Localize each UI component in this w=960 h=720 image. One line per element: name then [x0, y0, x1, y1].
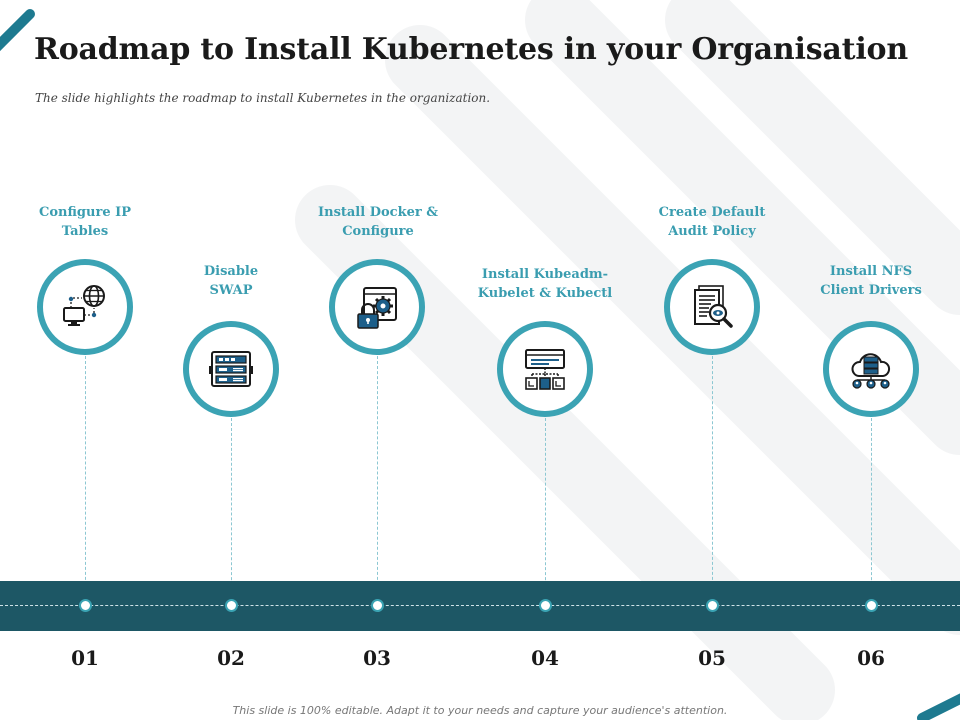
step-circle-1: [37, 259, 133, 355]
timeline-dot-2: [225, 599, 238, 612]
document-magnifier-icon: [694, 285, 733, 328]
connector-line-6: [871, 418, 872, 600]
step-label-5: Create Default Audit Policy: [642, 203, 782, 241]
step-label-line: Disable: [203, 264, 259, 279]
step-label-line: Install Docker &: [318, 205, 438, 220]
server-rack-icon: [209, 351, 253, 387]
step-label-4: Install Kubeadm- Kubelet & Kubectl: [470, 265, 620, 303]
corner-accent-bottom-right: [917, 693, 960, 720]
step-label-3: Install Docker & Configure: [303, 203, 453, 241]
cloud-server-users-icon: [851, 353, 891, 389]
step-label-line: Audit Policy: [668, 224, 756, 239]
step-label-line: SWAP: [209, 283, 253, 298]
step-circle-6: [823, 321, 919, 417]
connector-line-4: [545, 418, 546, 600]
step-circle-5: [664, 259, 760, 355]
step-label-line: Configure: [342, 224, 414, 239]
step-number-3: 03: [363, 646, 391, 670]
step-number-6: 06: [857, 646, 885, 670]
connector-line-5: [712, 356, 713, 600]
step-number-2: 02: [217, 646, 245, 670]
step-label-line: Configure IP: [39, 205, 131, 220]
step-label-line: Kubelet & Kubectl: [477, 286, 613, 301]
lock-gear-window-icon: [357, 287, 397, 329]
network-computer-globe-icon: [63, 285, 105, 326]
timeline-dot-5: [706, 599, 719, 612]
step-circle-4: [497, 321, 593, 417]
step-label-line: Create Default: [658, 205, 766, 220]
step-label-line: Client Drivers: [820, 283, 922, 298]
step-label-line: Install NFS: [829, 264, 913, 279]
timeline-dot-4: [539, 599, 552, 612]
timeline-dot-3: [371, 599, 384, 612]
step-circle-3: [329, 259, 425, 355]
timeline-dot-1: [79, 599, 92, 612]
step-label-line: Install Kubeadm-: [481, 267, 609, 282]
footer-note: This slide is 100% editable. Adapt it to…: [232, 704, 728, 717]
timeline-dot-6: [865, 599, 878, 612]
timeline-band: [0, 581, 960, 631]
step-label-1: Configure IP Tables: [20, 203, 150, 241]
page-subtitle: The slide highlights the roadmap to inst…: [35, 91, 491, 105]
step-number-5: 05: [698, 646, 726, 670]
connector-line-1: [85, 356, 86, 600]
hierarchy-window-icon: [525, 349, 565, 390]
step-label-line: Tables: [61, 224, 109, 239]
timeline-dashed-line: [0, 605, 960, 606]
connector-line-2: [231, 418, 232, 600]
step-label-2: Disable SWAP: [166, 262, 296, 300]
page-title: Roadmap to Install Kubernetes in your Or…: [34, 32, 908, 67]
corner-accent-top-left: [0, 9, 35, 52]
step-label-6: Install NFS Client Drivers: [801, 262, 941, 300]
step-number-4: 04: [531, 646, 559, 670]
step-number-1: 01: [71, 646, 99, 670]
connector-line-3: [377, 356, 378, 600]
step-circle-2: [183, 321, 279, 417]
